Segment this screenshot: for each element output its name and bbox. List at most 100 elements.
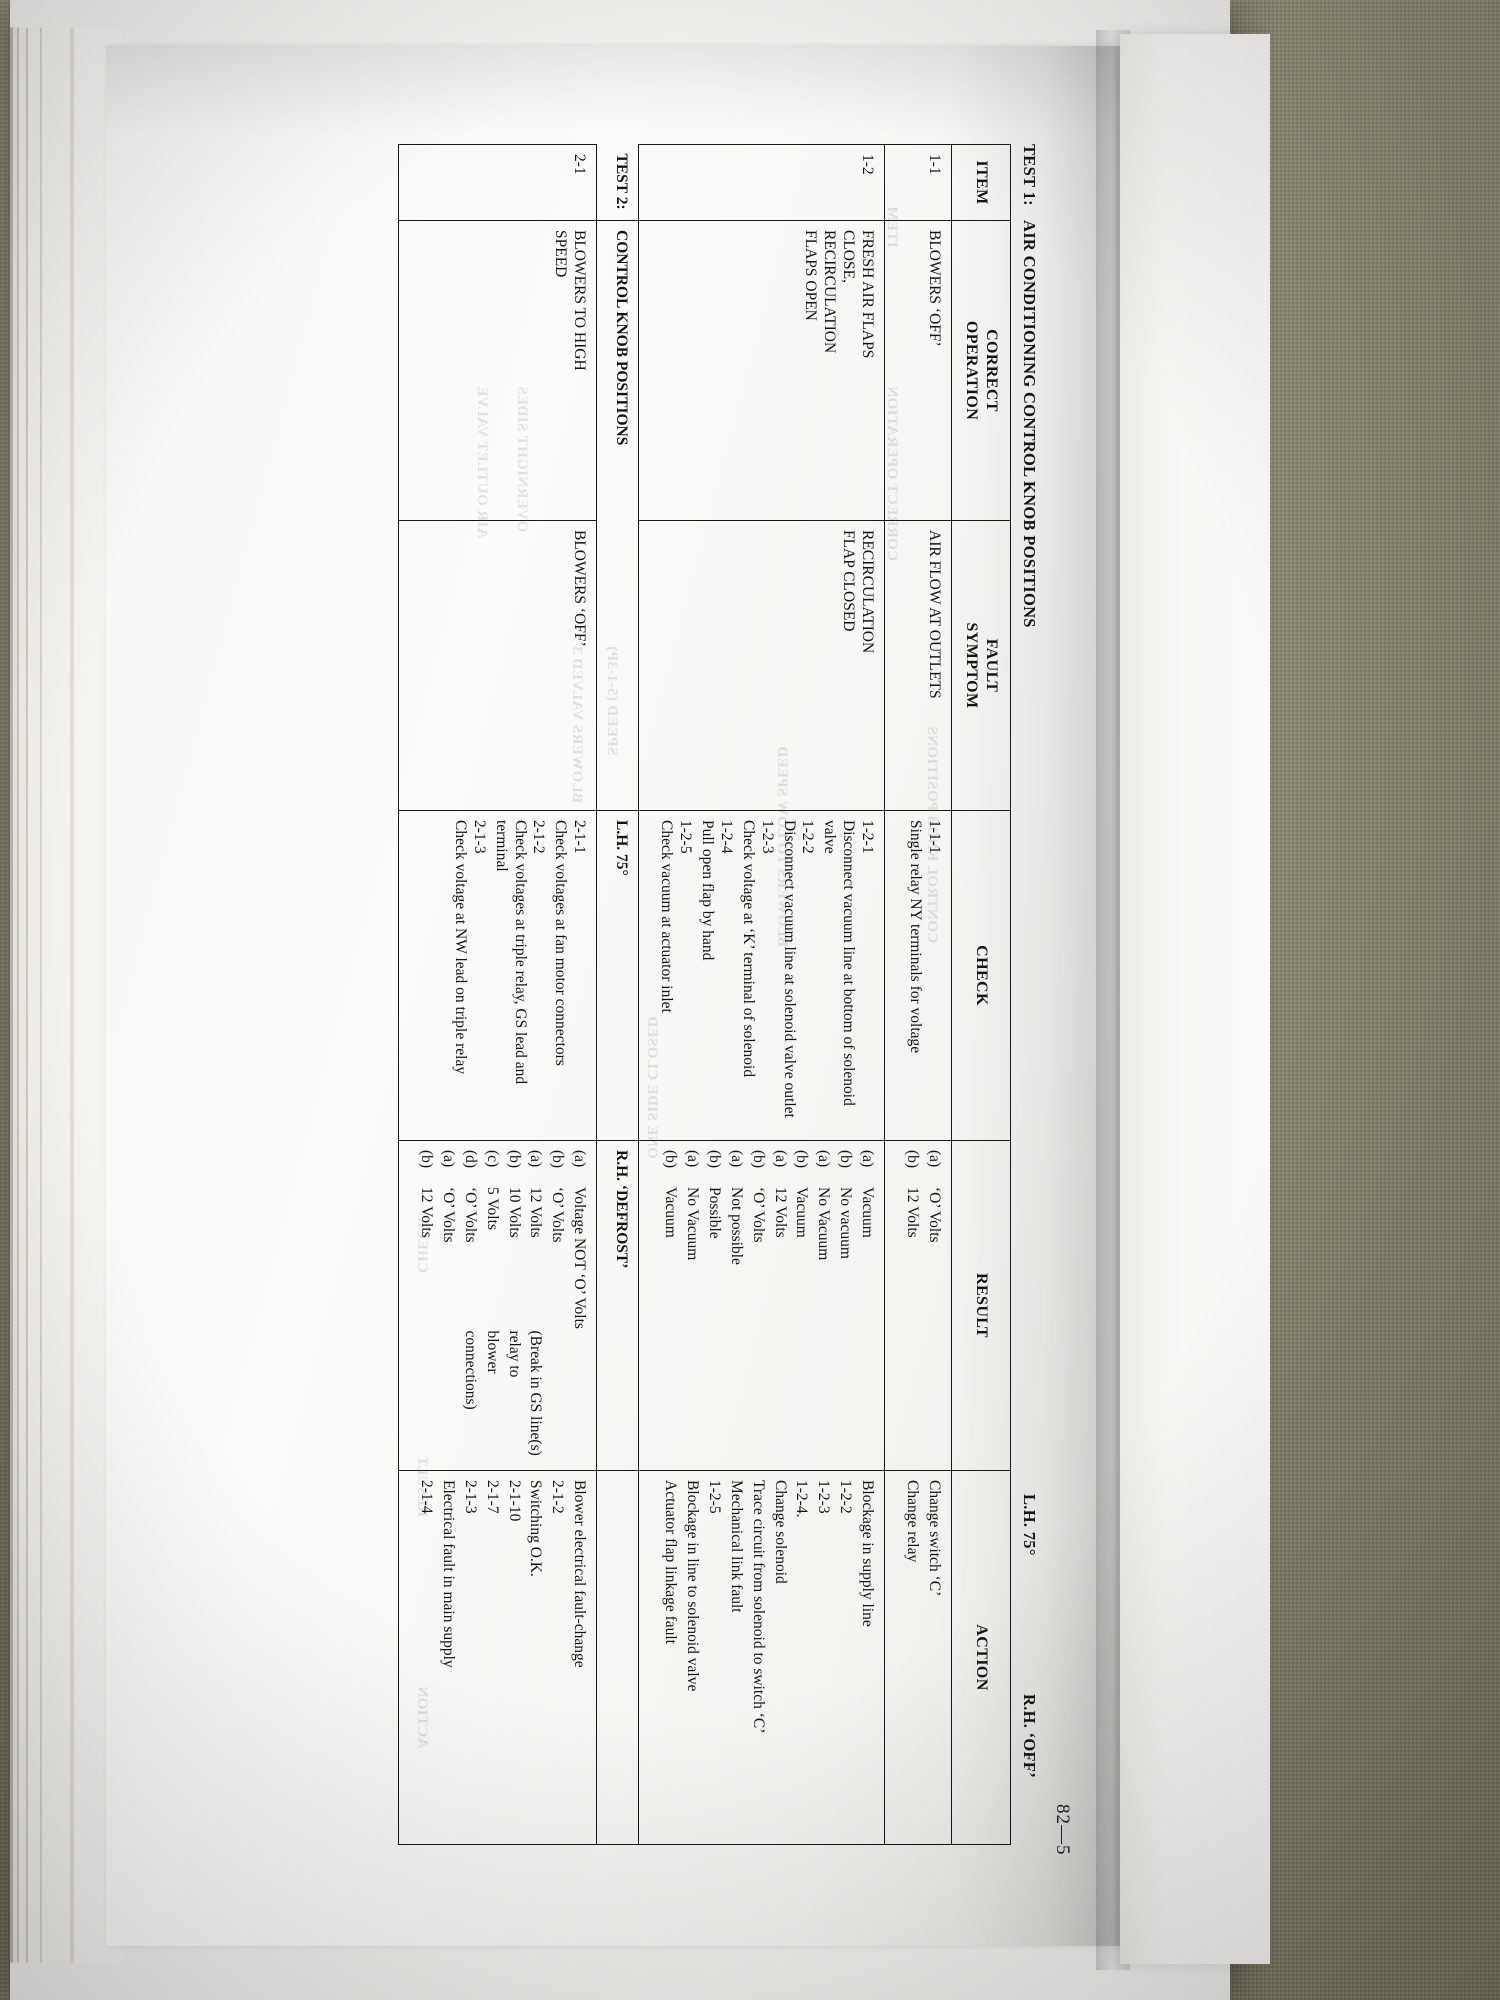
result-label: (a) [771,1150,789,1168]
list-item: Mechanical link fault [727,1480,745,1613]
list-item: 1‑2‑5 Check vacuum at actuator inlet [656,820,694,1131]
result-text: No Vacuum [815,1187,833,1261]
list-item: (b) ‘O’ Volts [548,1150,567,1461]
list-item: (b) Vacuum [660,1150,679,1461]
result-text: ‘O’ Volts [549,1187,567,1243]
result-text: 12 Volts [527,1187,545,1238]
col-header-correct-line1: CORRECT [982,329,1000,412]
check-text: Check voltages at fan motor connectors [552,820,570,1066]
result-text: 12 Volts [904,1187,922,1238]
check-text: Check voltages at triple relay, GS lead … [492,820,529,1085]
line: FRESH AIR FLAPS [859,230,877,359]
facing-page [1120,34,1270,1964]
result-list: (a) ‘O’ Volts (b) 12 Volts [902,1150,943,1461]
check-list: 2‑1‑1 Check voltages at fan motor connect… [450,820,588,1131]
row-action: Change switch ‘C’ Change relay [884,1470,952,1845]
check-text: Check voltage at NW lead on triple relay [451,820,469,1075]
result-text: Not possible [727,1187,745,1265]
result-text: 12 Volts [771,1187,789,1238]
col-header-fault-symptom: FAULT SYMPTOM [951,520,1011,811]
result-label: (a) [683,1150,701,1168]
list-item: 1‑2‑3 Check voltage at ‘K’ terminal of so… [738,820,776,1131]
row-correct-operation: BLOWERS TO HIGH SPEED [398,220,597,521]
test1-rh: R.H. ‘OFF’ [1020,1694,1039,1779]
check-code: 1‑2‑1 [859,820,877,854]
result-label: (b) [662,1150,680,1169]
list-item: (b) Possible [704,1150,723,1461]
result-text: No vacuum [837,1187,855,1259]
result-text: Vacuum [859,1187,877,1238]
result-label: (d) [461,1150,479,1169]
check-text: Check voltage at ‘K’ terminal of solenoi… [739,820,757,1078]
test2-title: CONTROL KNOB POSITIONS [596,220,639,811]
list-item: Electrical fault in main supply [439,1480,457,1668]
check-text: Check vacuum at actuator inlet [658,820,676,1013]
row-correct-operation: BLOWERS ‘OFF’ [884,220,952,521]
list-item: 2‑1‑3 Check voltage at NW lead on triple … [450,820,488,1131]
rotated-page-wrapper: 82—5 TEST 1: AIR CONDITIONING CONTROL KN… [106,46,1116,1946]
result-label: (a) [439,1150,457,1168]
result-text: ‘O’ Volts [461,1187,479,1243]
line: BLOWERS TO HIGH [571,230,589,371]
result-text: Possible [705,1187,723,1239]
list-item: (b) 10 Volts relay to [504,1150,523,1461]
table-header-row: ITEM CORRECT OPERATION FAULT SYMPTOM CHE… [951,144,1011,1845]
list-item: 2‑1‑3 [461,1480,479,1514]
row-fault-symptom: BLOWERS ‘OFF’ [398,520,597,811]
result-list: (a) Vacuum (b) No vacuum (a) No Vacuum (b) V… [660,1150,876,1461]
row-check: 1‑2‑1 Disconnect vacuum line at bottom of… [638,810,885,1141]
list-item: 1‑2‑2 [837,1480,855,1514]
result-label: (a) [527,1150,545,1168]
row-result: (a) Vacuum (b) No vacuum (a) No Vacuum (b) V… [638,1140,885,1471]
list-item: 1‑2‑4 Pull open flap by hand [697,820,735,1131]
action-list: Change switch ‘C’ Change relay [902,1480,943,1835]
list-item: (a) No Vacuum [682,1150,701,1461]
col-header-check: CHECK [951,810,1011,1141]
test1-caption: TEST 1: AIR CONDITIONING CONTROL KNOB PO… [1019,144,1039,1844]
list-item: (c) 5 Volts blower [482,1150,501,1461]
fault-diagnosis-table: ITEM CORRECT OPERATION FAULT SYMPTOM CHE… [398,144,1011,1845]
result-note: blower [483,1330,501,1374]
result-note: (Break in GS line(s) [527,1330,545,1456]
result-label: (b) [793,1150,811,1169]
result-label: (a) [815,1150,833,1168]
row-check: 1‑1‑1 Single relay NY terminals for volt… [884,810,952,1141]
result-text: Vacuum [662,1187,680,1238]
col-header-result: RESULT [951,1140,1011,1471]
test2-rh: R.H. ‘DEFROST’ [596,1140,639,1471]
open-book: 82—5 TEST 1: AIR CONDITIONING CONTROL KN… [10,0,1270,2000]
check-list: 1‑2‑1 Disconnect vacuum line at bottom of… [656,820,876,1131]
list-item: (a) Vacuum [857,1150,876,1461]
action-list: Blockage in supply line 1‑2‑2 1‑2‑3 1‑2‑… [660,1480,876,1835]
check-code: 2‑1‑3 [470,820,488,854]
result-label: (b) [705,1150,723,1169]
result-label: (a) [926,1150,943,1168]
result-text: No Vacuum [683,1187,701,1261]
test2-caption-spacer [596,1470,639,1845]
correct-operation-lines: BLOWERS TO HIGH SPEED [551,230,589,511]
col-header-fault-line1: FAULT [982,638,1000,693]
printed-page [106,46,1116,1946]
result-label: (b) [417,1150,435,1169]
line: RECIRCULATION [859,530,877,654]
check-code: 1‑2‑5 [677,820,695,854]
result-text: ‘O’ Volts [749,1187,767,1243]
list-item: (a) ‘O’ Volts [924,1150,943,1461]
list-item: Blockage in line to solenoid valve [683,1480,701,1692]
table-row: 2‑1 BLOWERS TO HIGH SPEED BLOWERS ‘OFF’ … [398,144,597,1845]
col-header-item: ITEM [951,144,1011,221]
table-row: 1‑1 BLOWERS ‘OFF’ AIR FLOW AT OUTLETS 1‑… [884,144,952,1845]
result-text: 12 Volts [417,1187,435,1238]
list-item: Blockage in supply line [859,1480,877,1627]
list-item: (d) ‘O’ Volts connections) [460,1150,479,1461]
check-code: 1‑2‑3 [758,820,776,854]
result-label: (a) [571,1150,589,1168]
list-item: Actuator flap linkage fault [662,1480,680,1644]
list-item: Trace circuit from solenoid to switch ‘C… [749,1480,767,1734]
result-label: (b) [749,1150,767,1169]
line: FLAP CLOSED [840,530,858,632]
row-result: (a) Voltage NOT ‘O’ Volts (b) ‘O’ Volts (a… [398,1140,597,1471]
col-header-correct-line2: OPERATION [963,320,980,421]
fault-symptom-lines: RECIRCULATION FLAP CLOSED [838,530,876,801]
list-item: (b) Vacuum [792,1150,811,1461]
